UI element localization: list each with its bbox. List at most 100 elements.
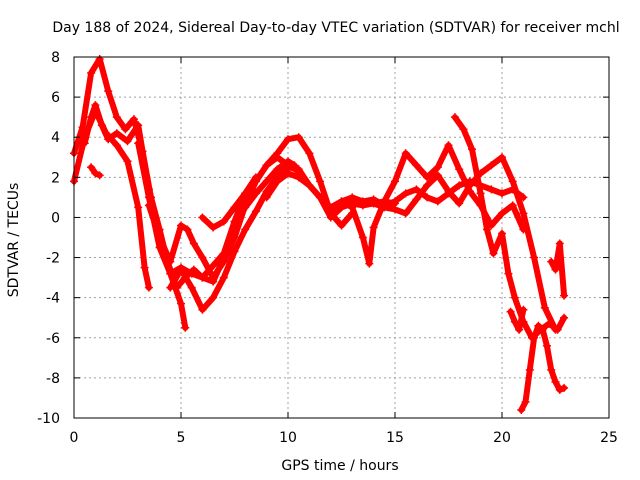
data-point (316, 193, 325, 202)
data-point (517, 405, 526, 414)
data-point (305, 149, 314, 158)
y-tick-label: 0 (51, 210, 60, 226)
data-point (262, 161, 271, 170)
x-tick-label: 15 (386, 430, 404, 446)
data-point (78, 123, 87, 132)
data-point (465, 181, 474, 190)
x-tick-label: 5 (177, 430, 186, 446)
data-point (545, 319, 554, 328)
data-point (189, 239, 198, 248)
data-point (423, 181, 432, 190)
data-point (555, 239, 564, 248)
x-tick-label: 0 (70, 430, 79, 446)
data-point (534, 321, 543, 330)
data-point (433, 163, 442, 172)
series-sat-g (167, 164, 398, 313)
data-point (123, 137, 132, 146)
y-axis-label: SDTVAR / TECUs (6, 183, 22, 298)
data-point (80, 139, 89, 148)
data-point (450, 113, 459, 122)
data-point (326, 203, 335, 212)
data-point (365, 259, 374, 268)
data-point (498, 209, 506, 218)
y-tick-label: 6 (51, 90, 60, 106)
data-point (219, 273, 228, 282)
data-point (506, 307, 515, 316)
data-point (483, 225, 492, 234)
data-point (284, 169, 292, 178)
data-point (123, 157, 132, 166)
data-point (87, 163, 96, 172)
data-point (91, 169, 100, 178)
data-point (433, 171, 442, 180)
data-point (369, 223, 378, 232)
data-point (87, 113, 96, 122)
data-point (95, 171, 104, 180)
data-point (391, 177, 399, 186)
data-point (134, 203, 143, 212)
data-point (198, 213, 207, 222)
data-point (337, 197, 346, 206)
data-point (187, 283, 196, 292)
data-point (380, 203, 389, 212)
data-point (209, 273, 218, 282)
data-point (91, 101, 100, 110)
data-point (177, 221, 185, 230)
data-point (241, 225, 250, 234)
data-point (348, 203, 357, 212)
data-point (423, 173, 432, 182)
data-point (241, 189, 250, 198)
data-point (487, 185, 496, 194)
data-point (391, 197, 399, 206)
data-point (487, 161, 496, 170)
data-point (510, 317, 519, 326)
data-point (412, 195, 421, 204)
data-point (95, 55, 104, 64)
data-point (273, 149, 282, 158)
data-point (241, 201, 250, 210)
series-sat-o (548, 240, 568, 299)
data-point (444, 187, 453, 196)
data-point (177, 265, 185, 274)
data-point (358, 233, 367, 242)
data-point (540, 303, 549, 312)
y-tick-label: -2 (46, 251, 60, 267)
data-point (209, 261, 218, 270)
data-point (144, 193, 153, 202)
data-point (284, 135, 292, 144)
data-point (97, 121, 106, 130)
data-point (510, 293, 519, 302)
x-axis-label: GPS time / hours (281, 458, 398, 474)
data-point (498, 189, 506, 198)
data-point (391, 205, 399, 214)
data-point (412, 161, 421, 170)
y-tick-label: 4 (51, 130, 60, 146)
y-tick-label: -6 (46, 331, 60, 347)
data-point (525, 365, 534, 374)
y-tick-label: -8 (46, 371, 60, 387)
data-point (515, 325, 524, 334)
data-point (519, 209, 528, 218)
data-point (104, 87, 113, 96)
data-point (140, 263, 149, 272)
data-point (112, 141, 121, 150)
data-point (305, 181, 314, 190)
data-point (538, 325, 547, 334)
data-point (519, 305, 528, 314)
data-point (262, 193, 271, 202)
data-point (294, 165, 303, 174)
data-point (555, 385, 564, 394)
series-sat-m (507, 306, 527, 333)
series-sat-n (518, 322, 568, 413)
data-point (219, 217, 228, 226)
data-point (87, 69, 96, 78)
data-point (508, 201, 517, 210)
y-tick-labels: -10 -8 -6 -4 -2 0 2 4 6 8 (37, 50, 609, 427)
series-sat-c (81, 102, 189, 331)
data-point (155, 233, 164, 242)
data-point (294, 173, 303, 182)
data-point (530, 333, 539, 342)
data-point (547, 365, 556, 374)
data-point (560, 383, 569, 392)
